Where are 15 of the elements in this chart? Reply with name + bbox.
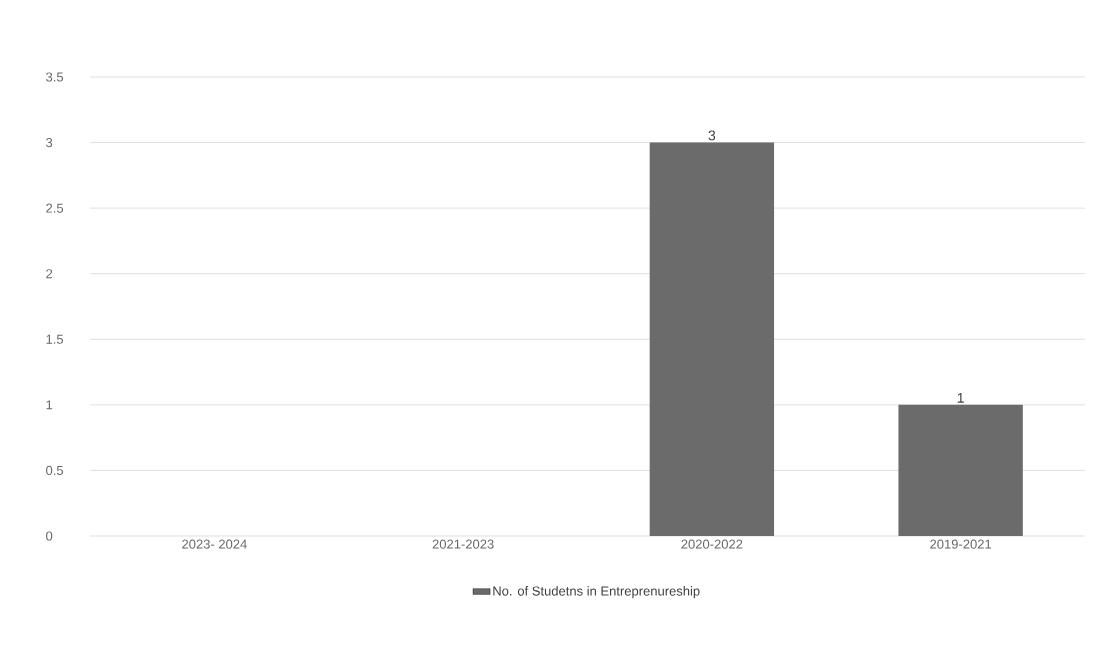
y-tick-label: 2.5 <box>46 203 64 213</box>
y-tick-label: 3 <box>46 137 53 148</box>
y-tick-label: 1.5 <box>46 334 64 344</box>
data-label: 3 <box>708 130 716 141</box>
x-tick-label: 2019-2021 <box>930 539 992 549</box>
y-tick-label: 2 <box>46 269 53 279</box>
x-tick-label: 2023- 2024 <box>182 539 247 549</box>
data-label: 1 <box>957 393 964 403</box>
y-tick-label: 1 <box>46 400 53 410</box>
y-tick-label: 0 <box>46 531 53 541</box>
y-tick-label: 3.5 <box>46 72 64 82</box>
legend-label: No. of Studetns in Entreprenureship <box>493 586 700 599</box>
x-tick-label: 2021-2023 <box>432 539 494 549</box>
y-tick-label: 0.5 <box>46 465 64 476</box>
x-tick-label: 2020-2022 <box>681 539 743 549</box>
